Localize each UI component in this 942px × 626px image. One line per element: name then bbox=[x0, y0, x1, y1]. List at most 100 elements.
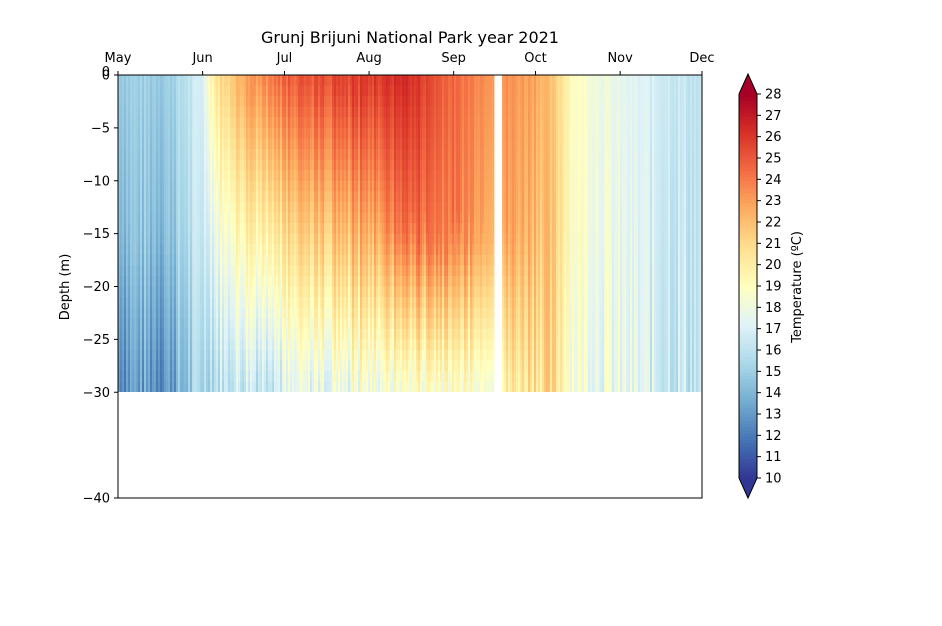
heatmap-cell bbox=[170, 180, 173, 192]
heatmap-cell bbox=[260, 360, 263, 372]
heatmap-cell bbox=[374, 371, 377, 383]
heatmap-cell bbox=[326, 339, 329, 351]
heatmap-cell bbox=[254, 265, 257, 277]
heatmap-cell bbox=[214, 106, 217, 118]
heatmap-cell bbox=[246, 106, 249, 118]
heatmap-cell bbox=[390, 349, 393, 361]
heatmap-cell bbox=[366, 265, 369, 277]
heatmap-cell bbox=[370, 318, 373, 330]
heatmap-cell bbox=[180, 138, 183, 150]
heatmap-cell bbox=[260, 75, 263, 86]
heatmap-cell bbox=[178, 127, 181, 139]
heatmap-cell bbox=[438, 360, 441, 372]
heatmap-cell bbox=[240, 349, 243, 361]
heatmap-cell bbox=[366, 106, 369, 118]
heatmap-cell bbox=[432, 127, 435, 139]
heatmap-cell bbox=[394, 159, 397, 171]
heatmap-cell bbox=[348, 244, 351, 256]
heatmap-cell bbox=[336, 223, 339, 235]
heatmap-cell bbox=[164, 275, 167, 287]
heatmap-cell bbox=[144, 127, 147, 139]
heatmap-cell bbox=[244, 286, 247, 298]
heatmap-cell bbox=[122, 244, 125, 256]
heatmap-cell bbox=[240, 85, 243, 97]
heatmap-cell bbox=[440, 170, 443, 182]
heatmap-cell bbox=[422, 328, 425, 340]
heatmap-cell bbox=[442, 286, 445, 298]
heatmap-cell bbox=[396, 265, 399, 277]
heatmap-cell bbox=[298, 297, 301, 309]
heatmap-cell bbox=[220, 75, 223, 86]
heatmap-cell bbox=[212, 85, 215, 97]
heatmap-cell bbox=[282, 85, 285, 97]
heatmap-cell bbox=[232, 339, 235, 351]
heatmap-cell bbox=[254, 254, 257, 266]
heatmap-cell bbox=[418, 307, 421, 319]
heatmap-cell bbox=[244, 191, 247, 203]
heatmap-cell bbox=[176, 85, 179, 97]
heatmap-cell bbox=[418, 318, 421, 330]
heatmap-cell bbox=[234, 360, 237, 372]
heatmap-cell bbox=[420, 371, 423, 383]
heatmap-cell bbox=[308, 233, 311, 245]
heatmap-cell bbox=[172, 212, 175, 224]
heatmap-cell bbox=[384, 244, 387, 256]
heatmap-cell bbox=[186, 286, 189, 298]
heatmap-cell bbox=[384, 201, 387, 213]
heatmap-cell bbox=[158, 307, 161, 319]
heatmap-cell bbox=[262, 349, 265, 361]
heatmap-cell bbox=[180, 106, 183, 118]
heatmap-cell bbox=[140, 286, 143, 298]
heatmap-cell bbox=[294, 117, 297, 129]
heatmap-cell bbox=[250, 106, 253, 118]
heatmap-cell bbox=[450, 191, 453, 203]
heatmap-cell bbox=[226, 212, 229, 224]
heatmap-cell bbox=[406, 360, 409, 372]
heatmap-cell bbox=[286, 180, 289, 192]
heatmap-cell bbox=[440, 275, 443, 287]
heatmap-cell bbox=[134, 201, 137, 213]
heatmap-cell bbox=[260, 223, 263, 235]
heatmap-cell bbox=[308, 244, 311, 256]
heatmap-cell bbox=[410, 170, 413, 182]
heatmap-cell bbox=[414, 180, 417, 192]
heatmap-cell bbox=[298, 286, 301, 298]
heatmap-cell bbox=[398, 191, 401, 203]
heatmap-cell bbox=[396, 212, 399, 224]
heatmap-cell bbox=[448, 339, 451, 351]
heatmap-cell bbox=[364, 201, 367, 213]
heatmap-cell bbox=[286, 75, 289, 86]
heatmap-cell bbox=[188, 138, 191, 150]
heatmap-cell bbox=[416, 212, 419, 224]
heatmap-cell bbox=[144, 201, 147, 213]
heatmap-cell bbox=[164, 328, 167, 340]
heatmap-cell bbox=[198, 360, 201, 372]
heatmap-cell bbox=[354, 170, 357, 182]
heatmap-cell bbox=[416, 159, 419, 171]
heatmap-cell bbox=[164, 117, 167, 129]
heatmap-cell bbox=[334, 117, 337, 129]
heatmap-cell bbox=[278, 297, 281, 309]
heatmap-cell bbox=[142, 318, 145, 330]
heatmap-cell bbox=[204, 360, 207, 372]
heatmap-cell bbox=[272, 318, 275, 330]
heatmap-cell bbox=[278, 127, 281, 139]
heatmap-cell bbox=[250, 96, 253, 108]
heatmap-cell bbox=[170, 286, 173, 298]
heatmap-cell bbox=[170, 223, 173, 235]
heatmap-cell bbox=[128, 170, 131, 182]
heatmap-cell bbox=[148, 75, 151, 86]
heatmap-cell bbox=[288, 371, 291, 383]
heatmap-cell bbox=[398, 212, 401, 224]
heatmap-cell bbox=[210, 223, 213, 235]
heatmap-cell bbox=[258, 307, 261, 319]
heatmap-cell bbox=[264, 297, 267, 309]
heatmap-cell bbox=[414, 233, 417, 245]
heatmap-cell bbox=[336, 85, 339, 97]
heatmap-cell bbox=[260, 307, 263, 319]
heatmap-cell bbox=[260, 85, 263, 97]
heatmap-cell bbox=[424, 233, 427, 245]
heatmap-cell bbox=[418, 85, 421, 97]
heatmap-cell bbox=[256, 286, 259, 298]
heatmap-cell bbox=[204, 244, 207, 256]
